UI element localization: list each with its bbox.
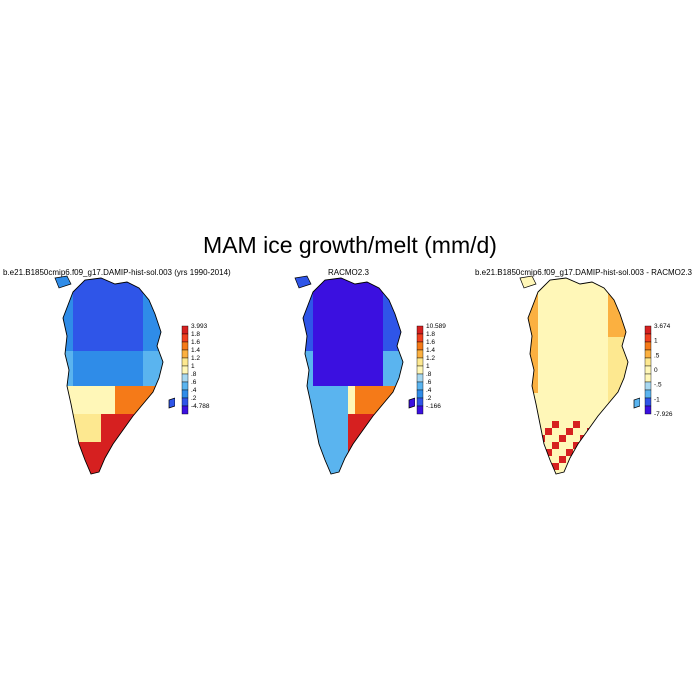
panel-title-diff: b.e21.B1850cmip6.f09_g17.DAMIP-hist-sol.…: [475, 268, 692, 277]
colorbar-swatch: [181, 325, 189, 335]
panel-racmo: RACMO2.3 10.589 1.8 1.6 1.4 1.2 1.8.6.4.2 -.16…: [240, 266, 460, 481]
colorbar-swatch: [644, 349, 652, 359]
colorbar-swatch: [644, 405, 652, 415]
colorbar-swatch: [644, 397, 652, 407]
colorbar-swatch: [181, 365, 189, 375]
colorbar-label: .4: [191, 387, 197, 394]
colorbar-label: .6: [426, 379, 432, 386]
colorbar-swatch: [416, 365, 424, 375]
colorbar-label: .8: [426, 371, 432, 378]
colorbar-swatch: [416, 333, 424, 343]
colorbar-label: 1.8: [191, 331, 200, 338]
colorbar-label: 3.674: [654, 323, 671, 330]
colorbar-label: 1.2: [426, 355, 435, 362]
colorbar-label: 1.4: [191, 347, 200, 354]
colorbar-label: 3.993: [191, 323, 208, 330]
colorbar-label: 1.8: [426, 331, 435, 338]
colorbar-label: -.5: [654, 382, 662, 389]
panel-model: b.e21.B1850cmip6.f09_g17.DAMIP-hist-sol.…: [0, 266, 235, 481]
colorbar-label: .8: [191, 371, 197, 378]
colorbar-label: 1.2: [191, 355, 200, 362]
colorbar-label: -7.926: [654, 411, 673, 418]
panel-title-racmo: RACMO2.3: [328, 268, 369, 277]
colorbar-label: .6: [191, 379, 197, 386]
colorbar-swatch: [644, 365, 652, 375]
colorbar-swatch: [416, 349, 424, 359]
colorbar-label: 10.589: [426, 323, 446, 330]
greenland-map-racmo: [294, 275, 415, 475]
colorbar-swatch: [181, 373, 189, 383]
colorbar-swatch: [644, 357, 652, 367]
colorbar-swatch: [644, 389, 652, 399]
colorbar-swatch: [181, 381, 189, 391]
colorbar-swatch: [181, 333, 189, 343]
colorbar-swatch: [416, 397, 424, 407]
colorbar-swatch: [416, 325, 424, 335]
colorbar-label: .2: [191, 395, 197, 402]
colorbar-label: 0: [654, 367, 658, 374]
colorbar-swatch: [416, 357, 424, 367]
colorbar-swatch: [644, 333, 652, 343]
colorbar-label: 1.6: [426, 339, 435, 346]
colorbar-label: -1: [654, 396, 660, 403]
colorbar-label: 1: [191, 363, 195, 370]
panel-diff: b.e21.B1850cmip6.f09_g17.DAMIP-hist-sol.…: [465, 266, 700, 481]
panel-title-model: b.e21.B1850cmip6.f09_g17.DAMIP-hist-sol.…: [3, 268, 231, 277]
colorbar-label: -4.788: [191, 403, 210, 410]
colorbar-swatch: [644, 341, 652, 351]
colorbar-diff: 3.674 1 .5 0 -.5 -1 -7.926: [644, 323, 673, 418]
colorbar-swatch: [416, 381, 424, 391]
colorbar-swatch: [181, 405, 189, 415]
colorbar-swatch: [181, 349, 189, 359]
colorbar-swatch: [416, 373, 424, 383]
colorbar-label: 1: [426, 363, 430, 370]
colorbar-label: .5: [654, 352, 660, 359]
colorbar-label: -.166: [426, 403, 441, 410]
colorbar-label: .4: [426, 387, 432, 394]
greenland-map-model: [54, 275, 175, 475]
colorbar-swatch: [181, 397, 189, 407]
colorbar-swatch: [416, 405, 424, 415]
colorbar-label: .2: [426, 395, 432, 402]
colorbar-swatch: [416, 389, 424, 399]
greenland-map-diff: [519, 275, 640, 475]
colorbar-swatch: [644, 373, 652, 383]
colorbar-label: 1.6: [191, 339, 200, 346]
colorbar-swatch: [181, 357, 189, 367]
figure-title: MAM ice growth/melt (mm/d): [203, 232, 497, 258]
colorbar-swatch: [644, 325, 652, 335]
colorbar-label: 1: [654, 338, 658, 345]
colorbar-swatch: [181, 341, 189, 351]
colorbar-label: 1.4: [426, 347, 435, 354]
colorbar-swatch: [416, 341, 424, 351]
colorbar-swatch: [181, 389, 189, 399]
colorbar-swatch: [644, 381, 652, 391]
